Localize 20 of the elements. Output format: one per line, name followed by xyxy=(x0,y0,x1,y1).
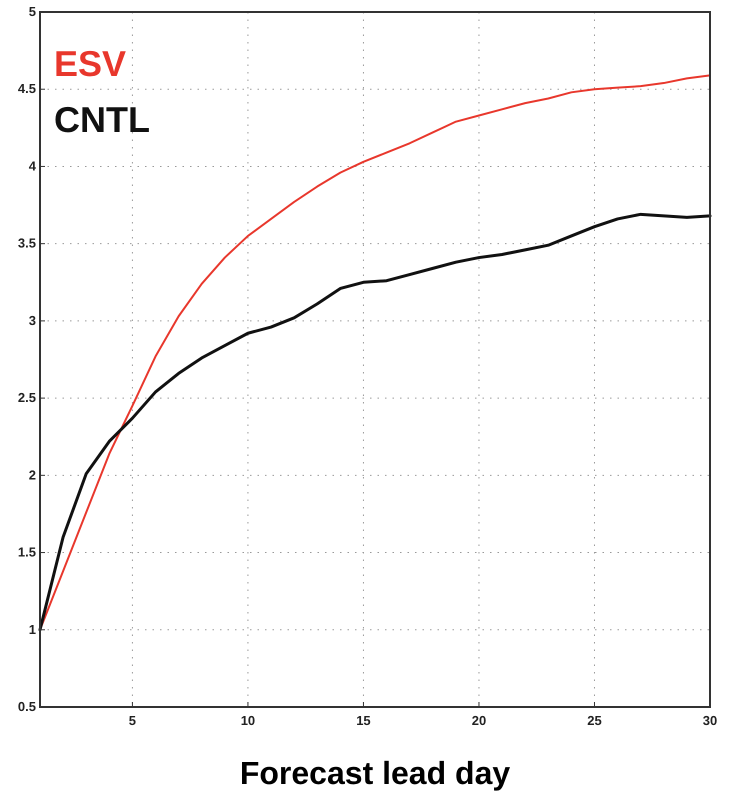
y-tick-label: 4.5 xyxy=(18,81,36,96)
text: ESV xyxy=(54,43,126,84)
x-tick-label: 10 xyxy=(240,713,256,728)
y-tick-label: 3 xyxy=(28,312,36,328)
x-tick-label: 5 xyxy=(128,713,136,728)
y-tick-label: 1.5 xyxy=(18,544,36,560)
y-tick-label: 2 xyxy=(28,467,36,482)
x-tick-label: 15 xyxy=(356,713,371,728)
x-tick-label: 30 xyxy=(702,713,718,728)
y-tick-label: 3.5 xyxy=(18,236,36,251)
y-tick-label: 0.5 xyxy=(18,699,36,714)
x-axis-title: Forecast lead day xyxy=(240,755,510,791)
line-series xyxy=(38,212,712,632)
y-tick-label: 4 xyxy=(28,158,37,174)
y-tick-label: 5 xyxy=(28,4,36,19)
x-tick-label: 25 xyxy=(587,713,602,728)
y-tick-label: 1 xyxy=(28,622,36,637)
text: CNTL xyxy=(54,99,150,140)
y-tick-label: 2.5 xyxy=(18,390,36,406)
x-tick-label: 20 xyxy=(472,713,486,728)
